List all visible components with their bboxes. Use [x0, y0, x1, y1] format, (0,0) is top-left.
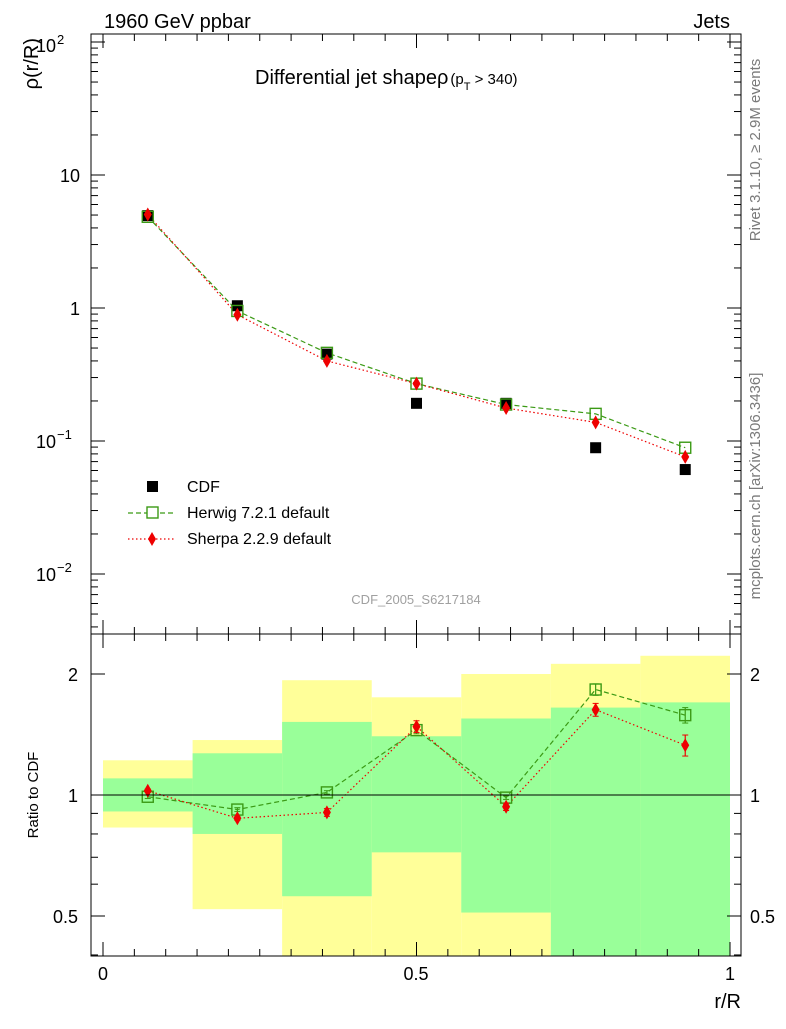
main-title-cut: (p — [450, 71, 463, 88]
main-ytick-100: 10 2 — [36, 32, 64, 56]
sherpa-data-point — [591, 415, 600, 430]
ytick-base: 10 — [36, 432, 56, 452]
ratio-ytick-0.5-right: 0.5 — [750, 907, 775, 927]
mcplots-label: mcplots.cern.ch [arXiv:1306.3436] — [747, 373, 764, 600]
ratio-ytick-2-left: 2 — [68, 665, 78, 685]
main-ytick-10: 10 — [60, 166, 80, 186]
xtick-0: 0 — [98, 964, 108, 984]
herwig-ratio-point — [679, 708, 692, 722]
ytick-base: 10 — [36, 36, 56, 56]
cdf-data-point — [679, 464, 691, 476]
ratio-data-layer — [141, 683, 692, 826]
main-series-line — [147, 216, 686, 449]
legend-cdf-marker — [147, 481, 158, 492]
ratio-ytick-2-right: 2 — [750, 665, 760, 685]
band-green-bin — [550, 707, 641, 956]
main-title-cut-value: > 340) — [470, 71, 517, 88]
sherpa-data-point — [322, 353, 331, 368]
header-jets: Jets — [693, 11, 730, 33]
main-ytick-0.1: 10 −1 — [36, 427, 72, 452]
herwig-ratio-point — [589, 683, 602, 696]
xtick-1: 1 — [725, 964, 735, 984]
ratio-ytick-1-right: 1 — [750, 786, 760, 806]
main-ytick-1: 1 — [70, 299, 80, 319]
sherpa-data-point — [233, 307, 242, 322]
herwig-ratio-point — [320, 786, 334, 799]
xtick-0.5: 0.5 — [403, 964, 428, 984]
sherpa-data-point — [143, 207, 152, 222]
ratio-ytick-1-left: 1 — [68, 786, 78, 806]
main-data-layer — [141, 207, 692, 476]
ratio-ytick-0.5-left: 0.5 — [53, 907, 78, 927]
sherpa-data-point — [412, 376, 421, 391]
sherpa-ratio-point — [412, 719, 421, 734]
axis-ticks — [91, 34, 741, 956]
sherpa-ratio-point — [502, 799, 511, 814]
main-title-subscript: T — [464, 81, 471, 93]
header-energy: 1960 GeV ppbar — [104, 11, 251, 33]
sherpa-data-point — [681, 449, 690, 464]
cdf-data-point — [590, 442, 602, 454]
sherpa-ratio-point — [591, 702, 600, 717]
ratio-uncertainty-bands — [103, 655, 730, 956]
sherpa-ratio-point — [681, 738, 690, 753]
main-series-line — [147, 214, 686, 458]
main-title: Differential jet shapeρ (pT > 340) — [255, 67, 518, 93]
cdf-data-point — [411, 397, 422, 409]
ytick-exponent: 2 — [57, 32, 64, 47]
ratio-ylabel: Ratio to CDF — [25, 752, 42, 839]
sherpa-data-point — [502, 401, 511, 416]
sherpa-ratio-point — [322, 805, 331, 820]
sherpa-ratio-point — [233, 811, 242, 826]
sherpa-ratio-point — [143, 783, 152, 798]
main-ylabel: ρ(r/R) — [21, 38, 43, 89]
legend-sherpa-label: Sherpa 2.2.9 default — [187, 531, 332, 548]
xlabel: r/R — [714, 991, 741, 1013]
legend-sherpa-marker — [148, 532, 156, 546]
ytick-exponent: −2 — [57, 560, 72, 575]
band-green-bin — [371, 736, 462, 853]
main-ytick-0.01: 10 −2 — [36, 560, 72, 585]
main-title-text: Differential jet shape — [255, 67, 437, 89]
rivet-version-label: Rivet 3.1.10, ≥ 2.9M events — [747, 59, 764, 242]
main-title-rho: ρ — [437, 67, 448, 89]
ytick-base: 10 — [36, 565, 56, 585]
analysis-id-label: CDF_2005_S6217184 — [351, 592, 480, 607]
ytick-exponent: −1 — [57, 427, 72, 442]
band-green-bin — [461, 718, 551, 913]
legend-herwig-label: Herwig 7.2.1 default — [187, 505, 330, 522]
legend-cdf-label: CDF — [187, 479, 220, 496]
legend-herwig-marker — [146, 506, 159, 519]
legend: CDF Herwig 7.2.1 default Sherpa 2.2.9 de… — [128, 479, 332, 548]
